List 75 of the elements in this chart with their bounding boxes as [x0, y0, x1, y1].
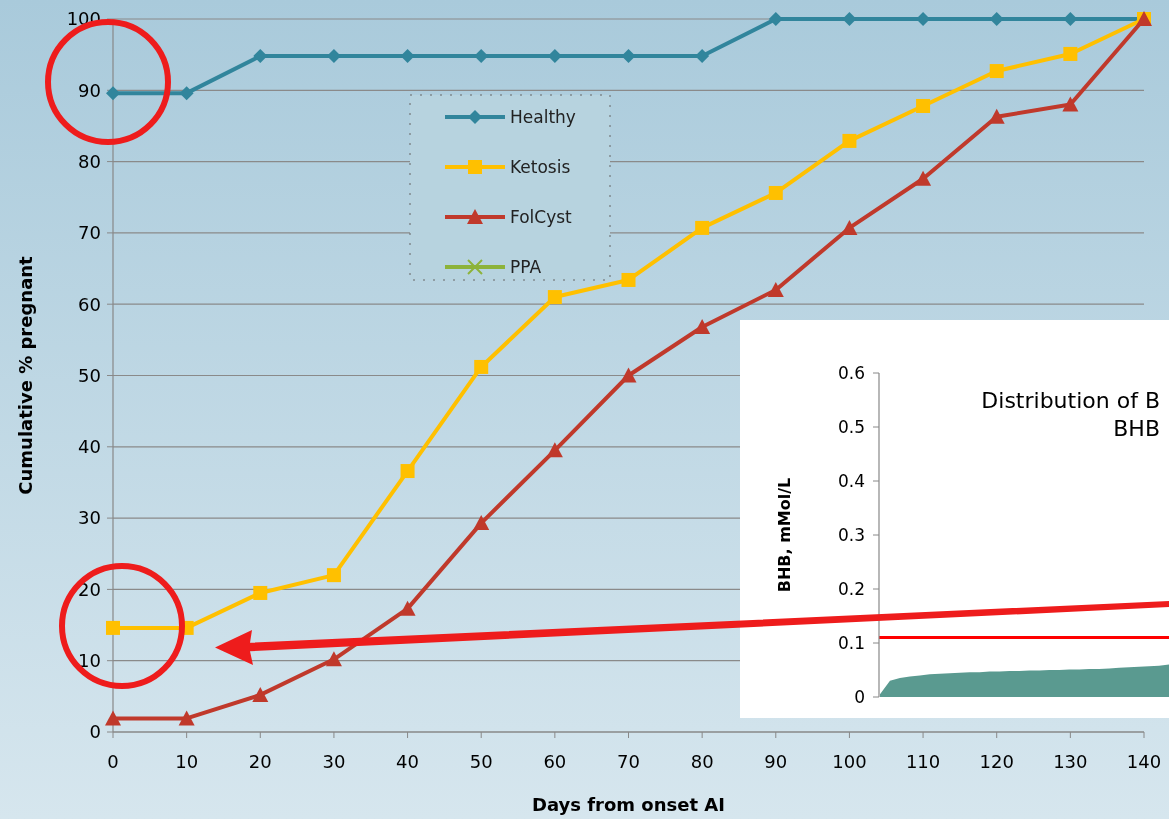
x-tick-label: 90 [764, 751, 788, 772]
legend-label: Ketosis [510, 156, 571, 177]
point [399, 600, 416, 616]
legend-label: Healthy [510, 106, 576, 127]
text: Distribution of B BHB [981, 388, 1160, 441]
point [916, 98, 931, 113]
y-tick-label: 40 [78, 436, 101, 458]
y-tick-label: 80 [78, 150, 101, 172]
y-axis-title: BHB, mMol/L [775, 477, 794, 593]
point [252, 686, 269, 702]
point [989, 64, 1004, 79]
y-axis-title: Cumulative % pregnant [15, 255, 36, 495]
y-tick-label: 60 [78, 293, 101, 315]
x-tick-label: 10 [175, 751, 199, 772]
point [621, 272, 636, 287]
point [473, 515, 490, 531]
point [915, 170, 932, 186]
x-tick-label: 30 [322, 751, 346, 772]
x-tick-label: 140 [1126, 751, 1162, 772]
point [325, 651, 342, 667]
point [546, 442, 563, 458]
x-tick-label: 40 [396, 751, 420, 772]
x-tick-label: 0 [107, 751, 119, 772]
y-tick-label: 0.3 [837, 524, 865, 545]
y-tick-label: 70 [78, 222, 101, 244]
point [1063, 46, 1078, 61]
point [989, 12, 1004, 26]
point [841, 219, 858, 235]
x-tick-label: 20 [248, 751, 272, 772]
point [400, 464, 415, 479]
y-tick-label: 0 [854, 686, 865, 707]
x-tick-label: 120 [979, 751, 1014, 772]
point [178, 710, 195, 726]
y-tick-label: 10 [78, 650, 101, 671]
y-tick-label: 0.1 [837, 632, 865, 653]
legend-label: FolCyst [510, 206, 573, 227]
point [842, 133, 857, 148]
y-tick-label: 0.4 [837, 470, 865, 491]
x-tick-label: 130 [1053, 751, 1088, 772]
y-tick-label: 0.2 [837, 578, 865, 599]
point [474, 359, 489, 374]
y-tick-label: 50 [78, 364, 101, 386]
point [106, 86, 120, 101]
y-tick-label: 0 [89, 721, 101, 743]
point [621, 49, 636, 64]
y-tick-label: 30 [78, 507, 101, 529]
point [1063, 12, 1078, 26]
point [842, 12, 857, 26]
point [620, 367, 637, 383]
legend-label: PPA [510, 256, 542, 277]
point [1062, 96, 1079, 112]
point [695, 49, 710, 64]
y-tick-label: 0.6 [837, 362, 865, 383]
x-tick-label: 80 [690, 751, 714, 772]
x-tick-label: 110 [905, 751, 941, 772]
point [768, 12, 783, 26]
x-axis-title: Days from onset AI [532, 794, 725, 815]
point [253, 585, 268, 600]
point [400, 49, 415, 64]
x-tick-label: 70 [617, 751, 640, 772]
point [767, 281, 784, 297]
point [694, 319, 711, 335]
point [988, 108, 1005, 124]
point [179, 86, 194, 101]
point [253, 49, 268, 64]
point [768, 185, 783, 200]
point [326, 568, 341, 583]
x-tick-label: 50 [469, 751, 493, 772]
y-tick-label: 0.5 [837, 416, 865, 437]
y-tick-label: 90 [78, 79, 101, 101]
point [105, 710, 121, 726]
point [547, 290, 562, 305]
point [106, 620, 120, 635]
point [695, 220, 710, 235]
x-tick-label: 60 [543, 751, 567, 772]
